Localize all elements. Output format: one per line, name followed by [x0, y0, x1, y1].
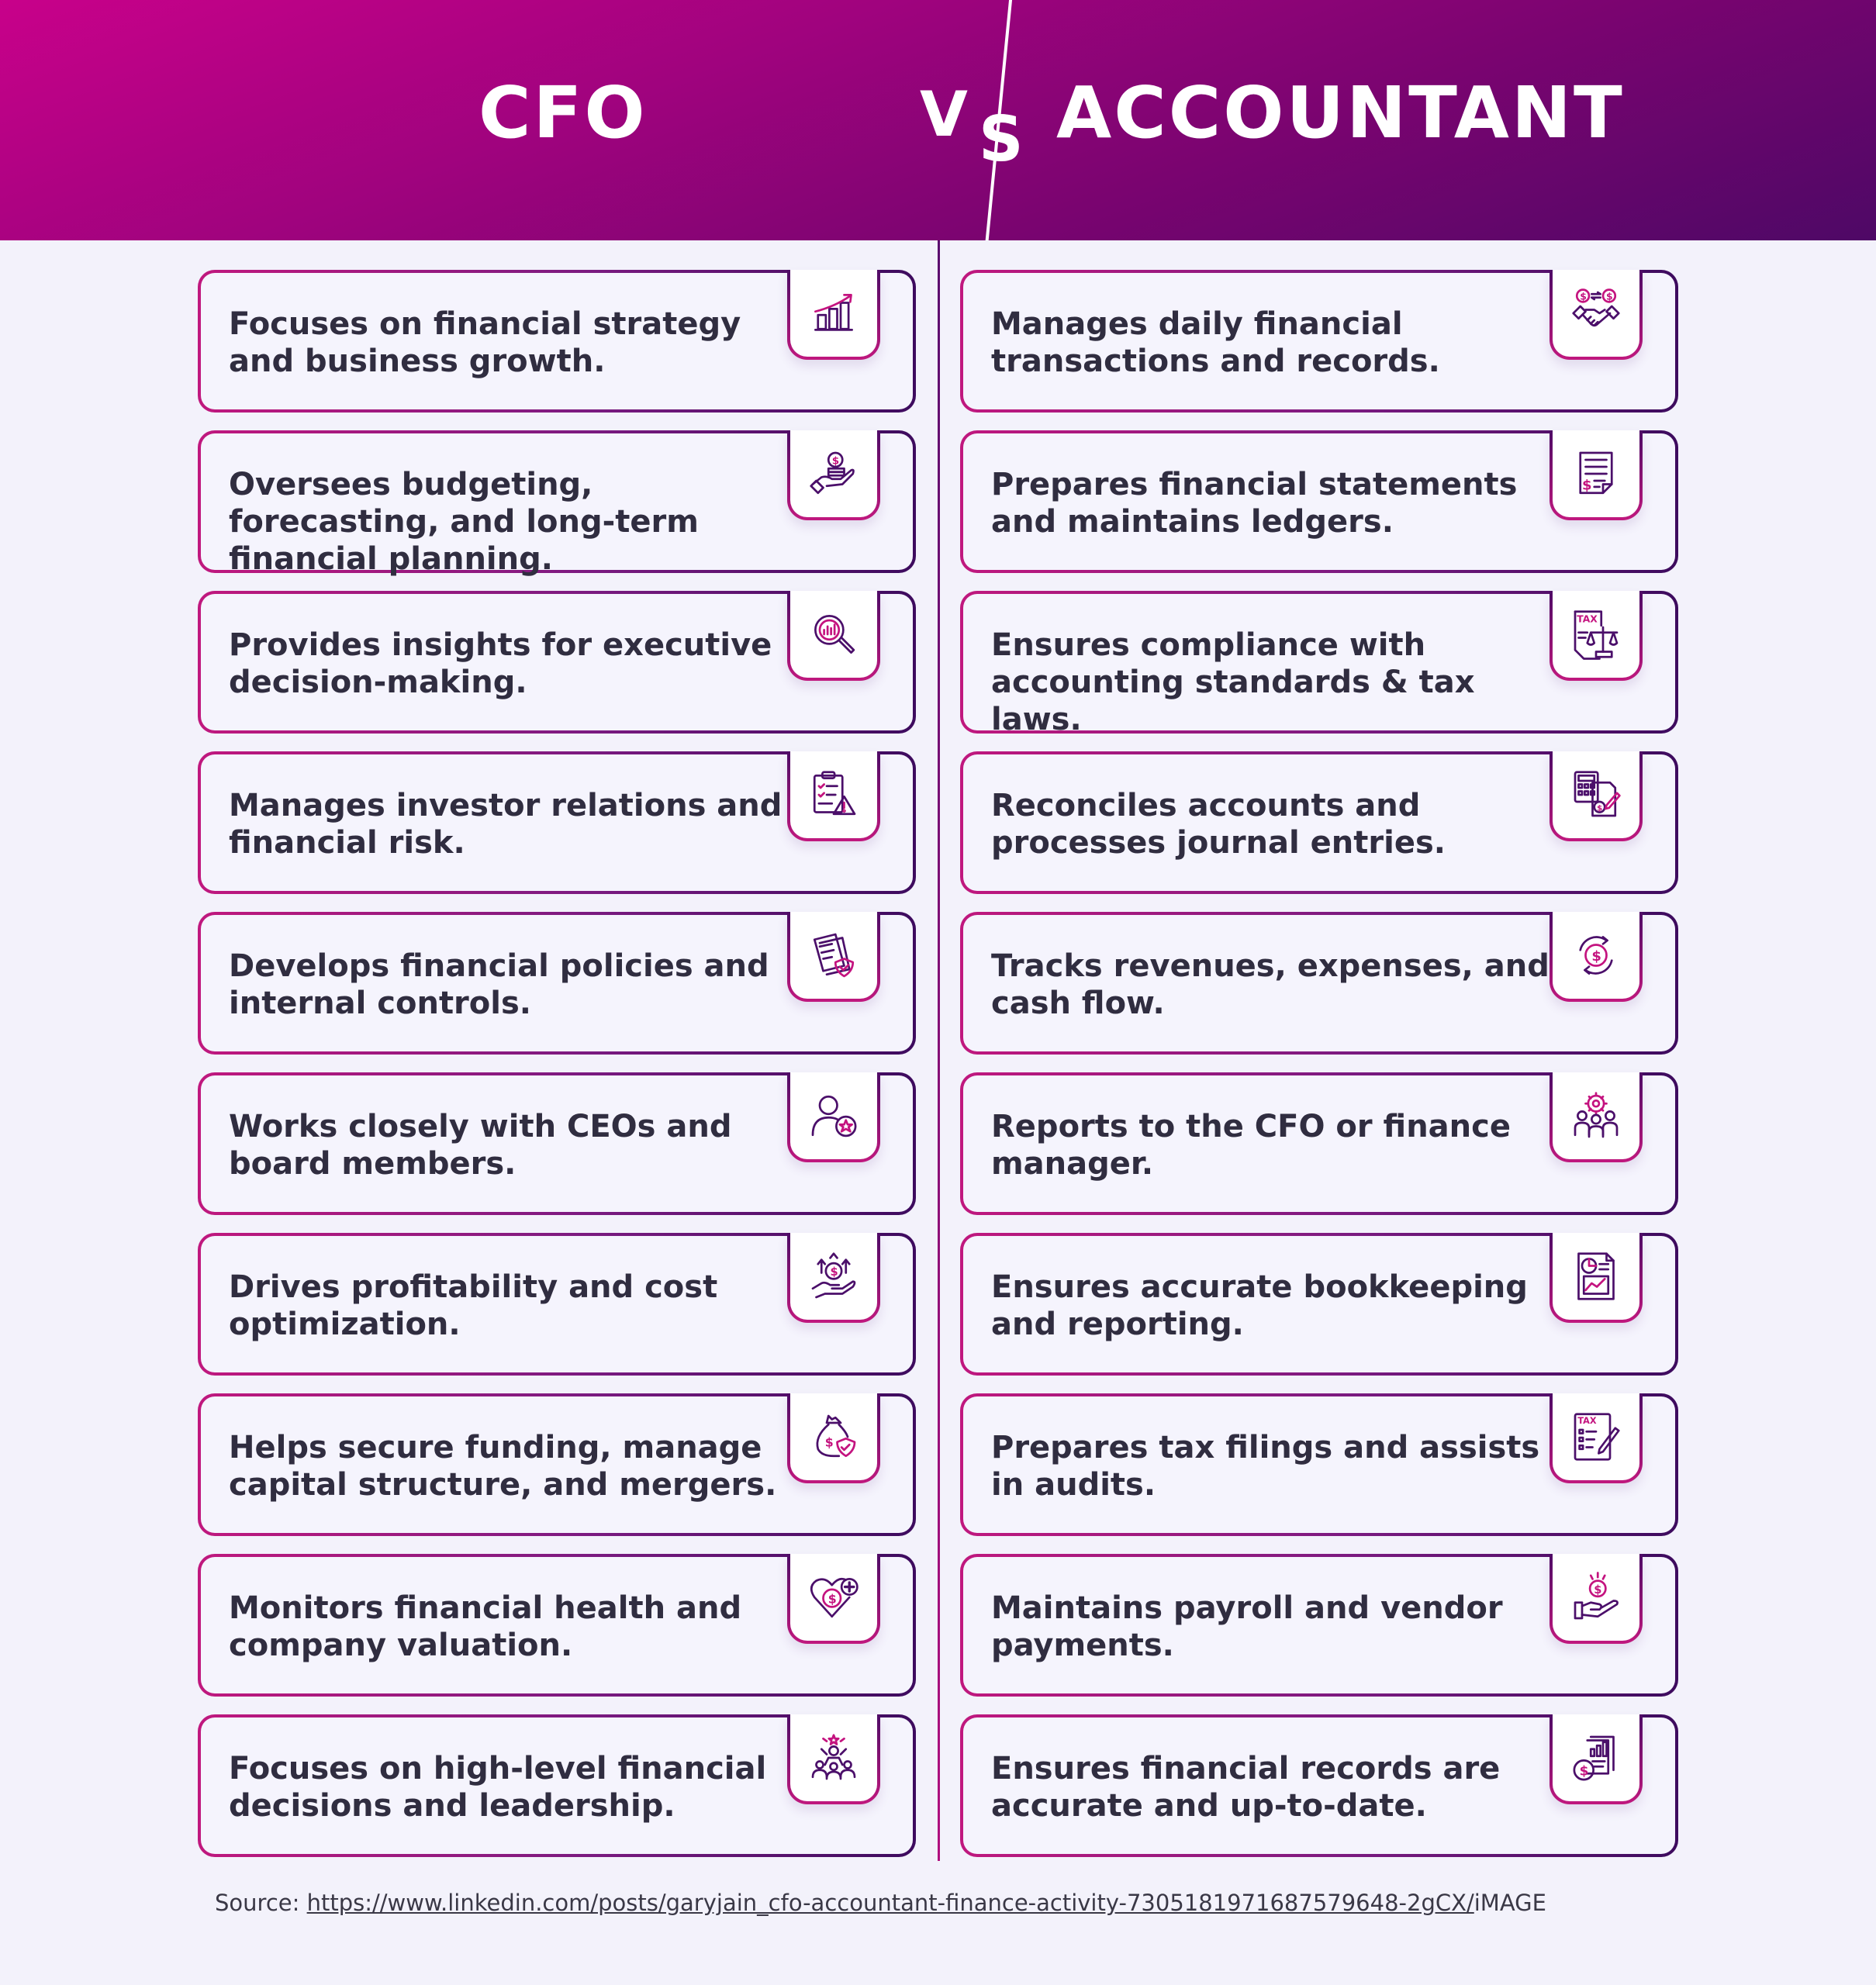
cfo-card-text: Drives profitability and cost optimizati… — [229, 1269, 718, 1342]
svg-text:$: $ — [1582, 477, 1592, 493]
source-suffix: iMAGE — [1474, 1890, 1546, 1916]
cfo-card-2: Oversees budgeting, forecasting, and lon… — [198, 430, 916, 577]
accountant-title: ACCOUNTANT — [1056, 71, 1625, 154]
center-divider — [938, 240, 940, 1861]
accountant-card-text: Manages daily financial transactions and… — [991, 306, 1440, 379]
cfo-card-text: Monitors financial health and company va… — [229, 1590, 742, 1663]
source-link[interactable]: https://www.linkedin.com/posts/garyjain_… — [306, 1890, 1474, 1916]
accountant-card-3: Ensures compliance with accounting stand… — [960, 591, 1678, 737]
handshake-dollar-exchange-icon: $ $ — [1550, 270, 1643, 360]
policy-document-shield-icon — [787, 912, 880, 1002]
svg-text:TAX: TAX — [1577, 1416, 1597, 1426]
accountant-card-10: Ensures financial records are accurate a… — [960, 1714, 1678, 1857]
cfo-card-9: Monitors financial health and company va… — [198, 1554, 916, 1697]
cfo-card-text: Provides insights for executive decision… — [229, 627, 772, 700]
clipboard-warning-icon — [787, 751, 880, 841]
user-star-icon — [787, 1072, 880, 1162]
accountant-card-9: Maintains payroll and vendor payments. $ — [960, 1554, 1678, 1697]
accountant-card-text: Prepares tax filings and assists in audi… — [991, 1430, 1540, 1503]
tax-form-pen-icon: TAX — [1550, 1393, 1643, 1483]
cfo-card-4: Manages investor relations and financial… — [198, 751, 916, 894]
vs-letter-v: V — [920, 78, 968, 150]
cfo-card-5: Develops financial policies and internal… — [198, 912, 916, 1055]
accountant-card-text: Prepares financial statements and mainta… — [991, 467, 1518, 540]
source-citation: Source: https://www.linkedin.com/posts/g… — [215, 1890, 1546, 1916]
cfo-card-8: Helps secure funding, manage capital str… — [198, 1393, 916, 1536]
accountant-card-7: Ensures accurate bookkeeping and reporti… — [960, 1233, 1678, 1376]
svg-text:$: $ — [828, 1591, 837, 1606]
growth-chart-icon — [787, 270, 880, 360]
accountant-card-2: Prepares financial statements and mainta… — [960, 430, 1678, 573]
hand-holding-coins-icon: $ — [787, 430, 880, 520]
vs-letter-s: S — [979, 103, 1024, 175]
svg-text:$: $ — [1580, 292, 1587, 302]
cfo-card-text: Works closely with CEOs and board member… — [229, 1109, 732, 1182]
cfo-title: CFO — [479, 71, 648, 154]
accountant-card-8: Prepares tax filings and assists in audi… — [960, 1393, 1678, 1536]
cfo-card-text: Oversees budgeting, forecasting, and lon… — [229, 467, 699, 577]
tax-scales-icon: TAX — [1550, 591, 1643, 681]
accountant-card-text: Reconciles accounts and processes journa… — [991, 788, 1446, 861]
accountant-card-text: Ensures compliance with accounting stand… — [991, 627, 1475, 737]
document-bars-dollar-icon: $ — [1550, 1714, 1643, 1804]
accountant-card-4: Reconciles accounts and processes journa… — [960, 751, 1678, 894]
accountant-card-5: Tracks revenues, expenses, and cash flow… — [960, 912, 1678, 1055]
calculator-document-icon: $ — [1550, 751, 1643, 841]
cfo-card-text: Develops financial policies and internal… — [229, 948, 769, 1021]
cfo-card-1: Focuses on financial strategy and busine… — [198, 270, 916, 413]
svg-text:$: $ — [1594, 1583, 1601, 1597]
source-label: Source: — [215, 1890, 307, 1916]
header-banner: CFO V S ACCOUNTANT — [0, 0, 1876, 240]
dollar-cycle-icon: $ — [1550, 912, 1643, 1002]
svg-text:TAX: TAX — [1577, 613, 1598, 624]
svg-text:$: $ — [1606, 292, 1613, 302]
svg-text:$: $ — [1591, 948, 1601, 965]
svg-text:$: $ — [831, 1265, 838, 1279]
cfo-card-text: Manages investor relations and financial… — [229, 788, 783, 861]
team-gear-icon — [1550, 1072, 1643, 1162]
accountant-card-text: Ensures accurate bookkeeping and reporti… — [991, 1269, 1528, 1342]
magnifier-chart-icon — [787, 591, 880, 681]
accountant-card-text: Reports to the CFO or finance manager. — [991, 1109, 1511, 1182]
report-chart-icon — [1550, 1233, 1643, 1323]
accountant-card-text: Ensures financial records are accurate a… — [991, 1751, 1501, 1824]
cfo-card-text: Focuses on financial strategy and busine… — [229, 306, 741, 379]
accountant-card-text: Tracks revenues, expenses, and cash flow… — [991, 948, 1550, 1021]
svg-text:$: $ — [825, 1434, 834, 1449]
cfo-card-10: Focuses on high-level financial decision… — [198, 1714, 916, 1857]
money-bag-shield-icon: $ — [787, 1393, 880, 1483]
cfo-card-text: Focuses on high-level financial decision… — [229, 1751, 767, 1824]
accountant-card-6: Reports to the CFO or finance manager. — [960, 1072, 1678, 1215]
svg-text:$: $ — [1580, 1763, 1589, 1779]
financial-statement-icon: $ — [1550, 430, 1643, 520]
accountant-card-1: Manages daily financial transactions and… — [960, 270, 1678, 413]
svg-text:$: $ — [1597, 804, 1602, 813]
cfo-card-text: Helps secure funding, manage capital str… — [229, 1430, 777, 1503]
cfo-card-6: Works closely with CEOs and board member… — [198, 1072, 916, 1215]
cfo-card-3: Provides insights for executive decision… — [198, 591, 916, 734]
svg-text:$: $ — [832, 455, 839, 468]
accountant-card-text: Maintains payroll and vendor payments. — [991, 1590, 1503, 1663]
hand-coin-icon: $ — [1550, 1554, 1643, 1644]
heart-dollar-plus-icon: $ — [787, 1554, 880, 1644]
cfo-card-7: Drives profitability and cost optimizati… — [198, 1233, 916, 1376]
leader-team-icon — [787, 1714, 880, 1804]
hand-dollar-arrows-icon: $ — [787, 1233, 880, 1323]
